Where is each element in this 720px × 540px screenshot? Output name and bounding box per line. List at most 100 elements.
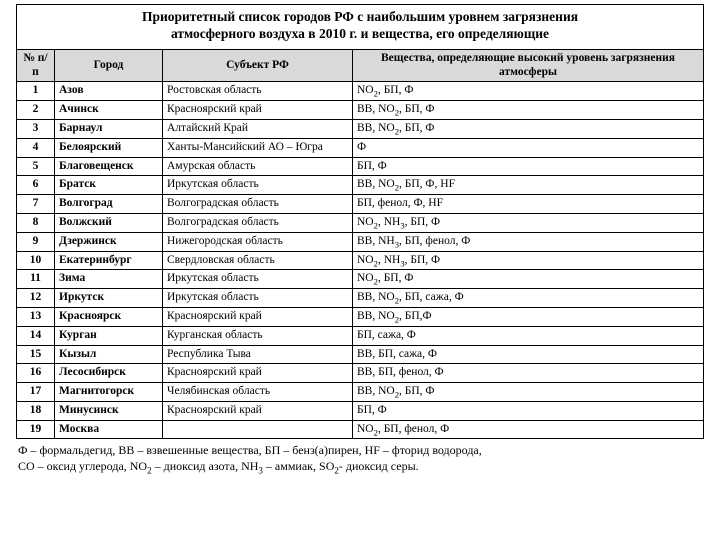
table-row: 15КызылРеспублика ТываВВ, БП, сажа, Ф	[17, 345, 704, 364]
cell-subject: Ханты-Мансийский АО – Югра	[163, 138, 353, 157]
cell-city: Ачинск	[55, 101, 163, 120]
cell-city: Братск	[55, 176, 163, 195]
col-number: № п/п	[17, 49, 55, 82]
cell-subject: Волгоградская область	[163, 213, 353, 232]
cell-city: Иркутск	[55, 289, 163, 308]
page-title: Приоритетный список городов РФ с наиболь…	[16, 4, 704, 49]
table-row: 3БарнаулАлтайский КрайВВ, NO2, БП, Ф	[17, 119, 704, 138]
cell-city: Кызыл	[55, 345, 163, 364]
cell-city: Курган	[55, 326, 163, 345]
cell-substances: ВВ, NO2, БП, сажа, Ф	[353, 289, 704, 308]
cell-subject: Красноярский край	[163, 364, 353, 383]
cell-city: Екатеринбург	[55, 251, 163, 270]
col-city: Город	[55, 49, 163, 82]
cell-substances: NO2, БП, Ф	[353, 270, 704, 289]
cell-subject: Челябинская область	[163, 383, 353, 402]
cell-city: Барнаул	[55, 119, 163, 138]
cell-substances: NO2, NH3, БП, Ф	[353, 213, 704, 232]
cell-city: Благовещенск	[55, 157, 163, 176]
cell-substances: NO2, NH3, БП, Ф	[353, 251, 704, 270]
cell-subject: Иркутская область	[163, 176, 353, 195]
cell-substances: Ф	[353, 138, 704, 157]
title-line-2: атмосферного воздуха в 2010 г. и веществ…	[23, 26, 697, 43]
table-row: 2АчинскКрасноярский крайВВ, NO2, БП, Ф	[17, 101, 704, 120]
cell-subject: Красноярский край	[163, 307, 353, 326]
cell-substances: БП, Ф	[353, 401, 704, 420]
legend: Ф – формальдегид, ВВ – взвешенные вещест…	[16, 439, 704, 474]
cell-substances: NO2, БП, фенол, Ф	[353, 420, 704, 439]
cell-city: Москва	[55, 420, 163, 439]
table-row: 7ВолгоградВолгоградская областьБП, фенол…	[17, 195, 704, 214]
cell-substances: ВВ, NH3, БП, фенол, Ф	[353, 232, 704, 251]
cell-subject: Нижегородская область	[163, 232, 353, 251]
table-row: 5БлаговещенскАмурская областьБП, Ф	[17, 157, 704, 176]
table-row: 14КурганКурганская областьБП, сажа, Ф	[17, 326, 704, 345]
cell-substances: NO2, БП, Ф	[353, 82, 704, 101]
table-row: 6БратскИркутская областьВВ, NO2, БП, Ф, …	[17, 176, 704, 195]
cell-city: Волжский	[55, 213, 163, 232]
table-row: 13КрасноярскКрасноярский крайВВ, NO2, БП…	[17, 307, 704, 326]
cell-substances: ВВ, NO2, БП, Ф	[353, 101, 704, 120]
cell-city: Лесосибирск	[55, 364, 163, 383]
cell-number: 3	[17, 119, 55, 138]
table-header-row: № п/п Город Субъект РФ Вещества, определ…	[17, 49, 704, 82]
cell-city: Белоярский	[55, 138, 163, 157]
cell-number: 19	[17, 420, 55, 439]
cell-number: 12	[17, 289, 55, 308]
cell-number: 6	[17, 176, 55, 195]
cell-subject: Красноярский край	[163, 401, 353, 420]
cell-city: Минусинск	[55, 401, 163, 420]
legend-line-1: Ф – формальдегид, ВВ – взвешенные вещест…	[18, 443, 702, 459]
cell-substances: БП, Ф	[353, 157, 704, 176]
table-row: 18МинусинскКрасноярский крайБП, Ф	[17, 401, 704, 420]
table-row: 16ЛесосибирскКрасноярский крайВВ, БП, фе…	[17, 364, 704, 383]
col-subject: Субъект РФ	[163, 49, 353, 82]
table-row: 8ВолжскийВолгоградская областьNO2, NH3, …	[17, 213, 704, 232]
table-row: 9ДзержинскНижегородская областьВВ, NH3, …	[17, 232, 704, 251]
cell-city: Зима	[55, 270, 163, 289]
table-body: 1АзовРостовская областьNO2, БП, Ф2Ачинск…	[17, 82, 704, 439]
cell-subject: Свердловская область	[163, 251, 353, 270]
cell-number: 16	[17, 364, 55, 383]
cell-subject	[163, 420, 353, 439]
cell-city: Красноярск	[55, 307, 163, 326]
cell-subject: Иркутская область	[163, 270, 353, 289]
cell-subject: Красноярский край	[163, 101, 353, 120]
cell-number: 17	[17, 383, 55, 402]
cell-number: 5	[17, 157, 55, 176]
pollution-table: № п/п Город Субъект РФ Вещества, определ…	[16, 49, 704, 440]
cell-number: 18	[17, 401, 55, 420]
table-row: 1АзовРостовская областьNO2, БП, Ф	[17, 82, 704, 101]
cell-subject: Ростовская область	[163, 82, 353, 101]
col-substances: Вещества, определяющие высокий уровень з…	[353, 49, 704, 82]
cell-substances: БП, фенол, Ф, HF	[353, 195, 704, 214]
table-row: 17МагнитогорскЧелябинская областьВВ, NO2…	[17, 383, 704, 402]
cell-subject: Алтайский Край	[163, 119, 353, 138]
cell-number: 13	[17, 307, 55, 326]
title-line-1: Приоритетный список городов РФ с наиболь…	[23, 9, 697, 26]
cell-subject: Курганская область	[163, 326, 353, 345]
cell-number: 1	[17, 82, 55, 101]
cell-number: 2	[17, 101, 55, 120]
cell-city: Дзержинск	[55, 232, 163, 251]
table-row: 11ЗимаИркутская областьNO2, БП, Ф	[17, 270, 704, 289]
table-row: 4БелоярскийХанты-Мансийский АО – ЮграФ	[17, 138, 704, 157]
cell-substances: ВВ, NO2, БП, Ф	[353, 119, 704, 138]
legend-line-2: CO – оксид углерода, NO2 – диоксид азота…	[18, 459, 702, 475]
cell-subject: Иркутская область	[163, 289, 353, 308]
cell-number: 10	[17, 251, 55, 270]
cell-substances: ВВ, NO2, БП, Ф	[353, 383, 704, 402]
cell-substances: ВВ, NO2, БП, Ф, HF	[353, 176, 704, 195]
cell-number: 7	[17, 195, 55, 214]
cell-city: Волгоград	[55, 195, 163, 214]
cell-number: 9	[17, 232, 55, 251]
cell-city: Магнитогорск	[55, 383, 163, 402]
cell-subject: Республика Тыва	[163, 345, 353, 364]
cell-number: 4	[17, 138, 55, 157]
table-row: 12ИркутскИркутская областьВВ, NO2, БП, с…	[17, 289, 704, 308]
cell-number: 15	[17, 345, 55, 364]
cell-number: 14	[17, 326, 55, 345]
cell-subject: Амурская область	[163, 157, 353, 176]
cell-substances: ВВ, БП, сажа, Ф	[353, 345, 704, 364]
table-row: 19Москва NO2, БП, фенол, Ф	[17, 420, 704, 439]
